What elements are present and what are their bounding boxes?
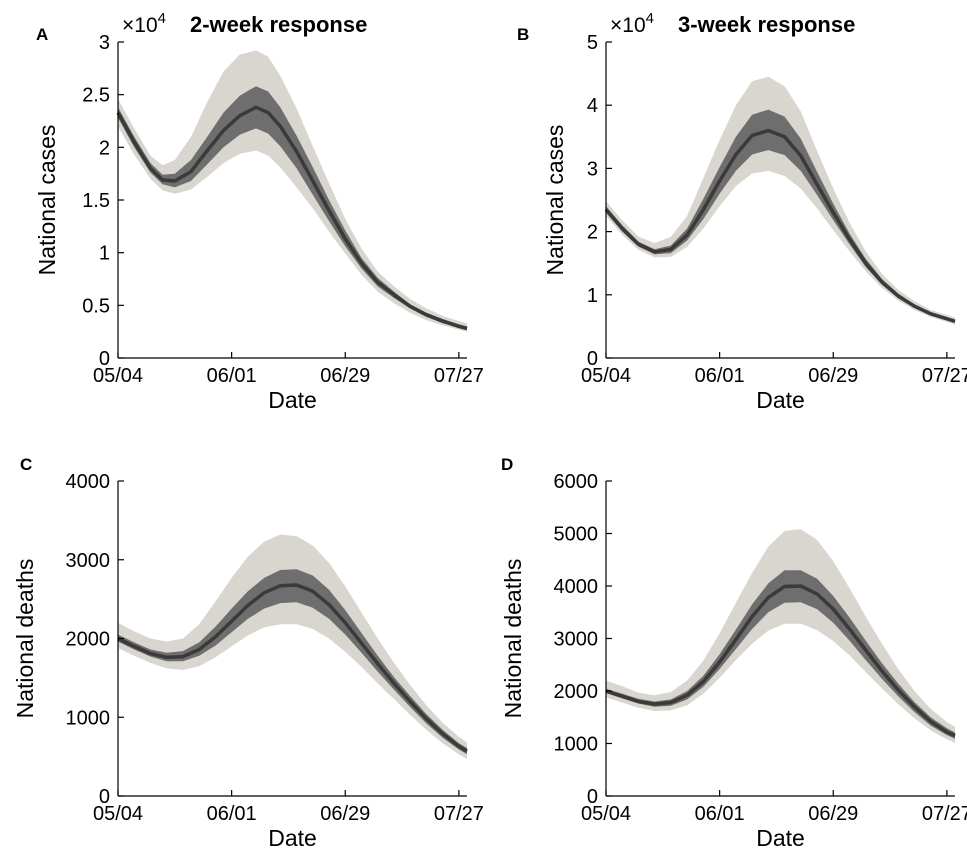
panel-letter: D (501, 455, 513, 474)
x-axis-label: Date (756, 825, 805, 851)
y-tick-label: 5000 (554, 524, 599, 546)
panel-d: 0 1000 2000 3000 4000 5000 6000 05/04 06/01 06/29… (500, 455, 967, 851)
x-tick-label: 05/04 (581, 365, 631, 387)
x-tick-label: 06/29 (808, 803, 858, 825)
x-tick-label: 05/04 (93, 803, 143, 825)
y-tick-label: 2000 (554, 681, 599, 703)
y-tick-label: 2000 (66, 629, 111, 651)
x-tick-label: 07/27 (922, 803, 967, 825)
y-tick-label: 0 (587, 786, 598, 808)
y-tick-label: 4000 (66, 471, 111, 493)
outer-confidence-band (118, 50, 467, 332)
exponent-power: 4 (646, 10, 654, 27)
x-tick-label: 06/01 (207, 803, 257, 825)
x-tick-label: 05/04 (581, 803, 631, 825)
median-line (116, 105, 468, 331)
panel-a: 0 0.5 1 1.5 2 2.5 3 05/04 06/01 06/29 07/27 Date Nat… (34, 10, 484, 413)
panel-letter: A (36, 25, 48, 44)
axis-exponent-label: ×104 (122, 10, 166, 37)
y-tick-label: 1 (99, 243, 110, 265)
panel-title: 2-week response (190, 12, 367, 37)
y-axis-label: National deaths (500, 559, 526, 719)
x-tick-label: 06/01 (207, 365, 257, 387)
y-axis-label: National cases (34, 125, 60, 276)
y-tick-label: 3 (587, 158, 598, 180)
x-tick-label: 06/29 (320, 803, 370, 825)
exponent-power: 4 (158, 10, 166, 27)
panel-c: 0 1000 2000 3000 4000 05/04 06/01 06/29 07/27 Dat… (12, 455, 484, 851)
median-line (117, 583, 468, 753)
y-tick-label: 0.5 (82, 295, 110, 317)
y-tick-label: 3000 (66, 550, 111, 572)
y-tick-label: 2.5 (82, 85, 110, 107)
x-tick-label: 06/01 (695, 365, 745, 387)
x-tick-label: 07/27 (434, 365, 484, 387)
exponent-base: ×10 (610, 14, 646, 37)
y-tick-label: 1 (587, 285, 598, 307)
x-tick-label: 05/04 (93, 365, 143, 387)
y-tick-label: 1.5 (82, 190, 110, 212)
y-tick-label: 4 (587, 95, 598, 117)
y-axis-label: National cases (542, 125, 568, 276)
panel-title: 3-week response (678, 12, 855, 37)
x-tick-label: 06/29 (808, 365, 858, 387)
y-tick-label: 2 (587, 222, 598, 244)
y-tick-label: 3 (99, 32, 110, 54)
x-tick-label: 07/27 (434, 803, 484, 825)
y-tick-label: 5 (587, 32, 598, 54)
inner-confidence-band (606, 570, 955, 739)
inner-confidence-band (118, 86, 467, 330)
y-tick-label: 4000 (554, 576, 599, 598)
inner-confidence-band (606, 109, 955, 323)
y-tick-label: 0 (587, 348, 598, 370)
axis-exponent-label: ×104 (610, 10, 654, 37)
x-tick-label: 06/29 (320, 365, 370, 387)
panel-letter: B (517, 25, 529, 44)
exponent-base: ×10 (122, 14, 158, 37)
median-line (604, 128, 956, 323)
outer-confidence-band (606, 529, 955, 743)
y-tick-label: 0 (99, 786, 110, 808)
x-axis-label: Date (268, 825, 317, 851)
y-axis-label: National deaths (12, 559, 38, 719)
y-tick-label: 6000 (554, 471, 599, 493)
median-line (605, 584, 956, 738)
outer-confidence-band (118, 534, 467, 759)
y-tick-label: 2 (99, 137, 110, 159)
x-axis-label: Date (756, 387, 805, 413)
y-tick-label: 3000 (554, 629, 599, 651)
panel-letter: C (20, 455, 32, 474)
x-tick-label: 06/01 (695, 803, 745, 825)
outer-confidence-band (606, 76, 955, 325)
y-tick-label: 0 (99, 348, 110, 370)
x-axis-label: Date (268, 387, 317, 413)
panel-b: 0 1 2 3 4 5 05/04 06/01 06/29 07/27 Date National c… (517, 10, 967, 413)
y-tick-label: 1000 (554, 734, 599, 756)
y-tick-label: 1000 (66, 707, 111, 729)
x-tick-label: 07/27 (922, 365, 967, 387)
